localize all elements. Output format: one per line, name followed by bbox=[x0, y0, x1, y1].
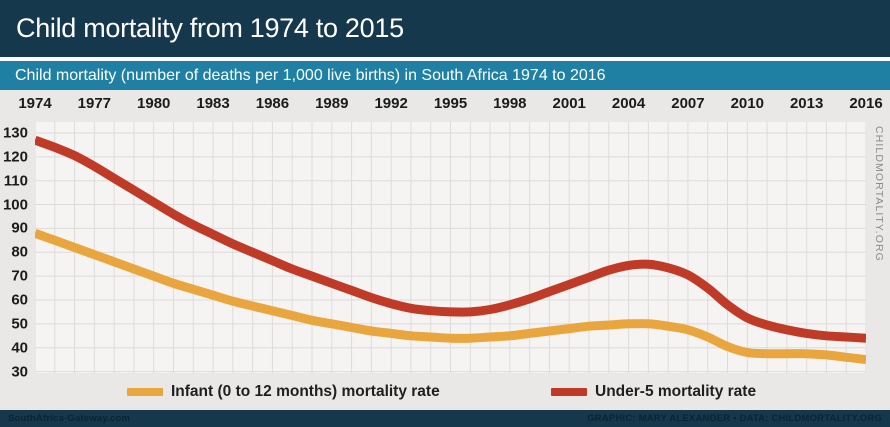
y-tick-label: 90 bbox=[11, 219, 28, 237]
page-title: Child mortality from 1974 to 2015 bbox=[16, 13, 404, 43]
y-tick-label: 50 bbox=[11, 315, 28, 333]
x-tick-label: 2016 bbox=[849, 95, 883, 112]
mortality-line-chart bbox=[35, 122, 866, 373]
chart-canvas bbox=[35, 122, 866, 373]
under5-mortality-line bbox=[35, 135, 866, 343]
x-tick-label: 1992 bbox=[374, 95, 408, 112]
y-tick-label: 30 bbox=[11, 363, 28, 381]
y-tick-label: 130 bbox=[2, 124, 28, 142]
x-tick-label: 2010 bbox=[730, 95, 764, 112]
x-tick-label: 1998 bbox=[493, 95, 527, 112]
x-tick-label: 1986 bbox=[255, 95, 290, 112]
x-tick-label: 1995 bbox=[433, 95, 468, 112]
y-tick-label: 100 bbox=[2, 196, 28, 214]
y-tick-label: 120 bbox=[2, 148, 28, 166]
x-tick-label: 1974 bbox=[18, 95, 52, 112]
y-axis-ticks: 130 120 110 100 90 80 70 60 50 40 30 bbox=[0, 122, 31, 379]
x-axis-ticks: 1974 1977 1980 1983 1986 1989 1992 1995 1998 2001… bbox=[18, 95, 882, 113]
y-tick-label: 70 bbox=[11, 267, 28, 285]
y-tick-label: 60 bbox=[11, 291, 28, 309]
header-bar: Child mortality from 1974 to 2015 bbox=[0, 0, 890, 57]
header-divider bbox=[0, 57, 890, 61]
legend-item-infant: Infant (0 to 12 months) mortality rate bbox=[127, 383, 440, 400]
x-tick-label: 2004 bbox=[611, 95, 646, 112]
footer-bar: SouthAfrica-Gateway.com GRAPHIC: MARY AL… bbox=[0, 410, 890, 427]
infant-mortality-line bbox=[35, 228, 866, 365]
legend-label-infant: Infant (0 to 12 months) mortality rate bbox=[171, 383, 440, 400]
y-tick-label: 110 bbox=[3, 172, 28, 190]
subtitle-bar: Child mortality (number of deaths per 1,… bbox=[0, 61, 890, 90]
infant-line-swatch bbox=[127, 388, 163, 396]
under5-line-swatch bbox=[551, 388, 587, 396]
footer-source-left: SouthAfrica-Gateway.com bbox=[8, 413, 131, 424]
legend-label-under5: Under-5 mortality rate bbox=[595, 383, 757, 400]
watermark-vertical-text: CHILDMORTALITY.ORG bbox=[873, 126, 885, 262]
y-tick-label: 80 bbox=[11, 243, 28, 261]
x-tick-label: 2001 bbox=[552, 95, 586, 112]
y-tick-label: 40 bbox=[11, 339, 28, 357]
x-tick-label: 1983 bbox=[196, 95, 230, 112]
x-tick-label: 2013 bbox=[789, 95, 824, 112]
x-tick-label: 1977 bbox=[77, 95, 112, 112]
x-tick-label: 1989 bbox=[315, 95, 349, 112]
footer-credit-right: GRAPHIC: MARY ALEXANDER • DATA: CHILDMOR… bbox=[587, 413, 882, 424]
page-subtitle: Child mortality (number of deaths per 1,… bbox=[15, 66, 606, 84]
x-tick-label: 2007 bbox=[671, 95, 705, 112]
x-tick-label: 1980 bbox=[137, 95, 171, 112]
legend-item-under5: Under-5 mortality rate bbox=[551, 383, 757, 400]
